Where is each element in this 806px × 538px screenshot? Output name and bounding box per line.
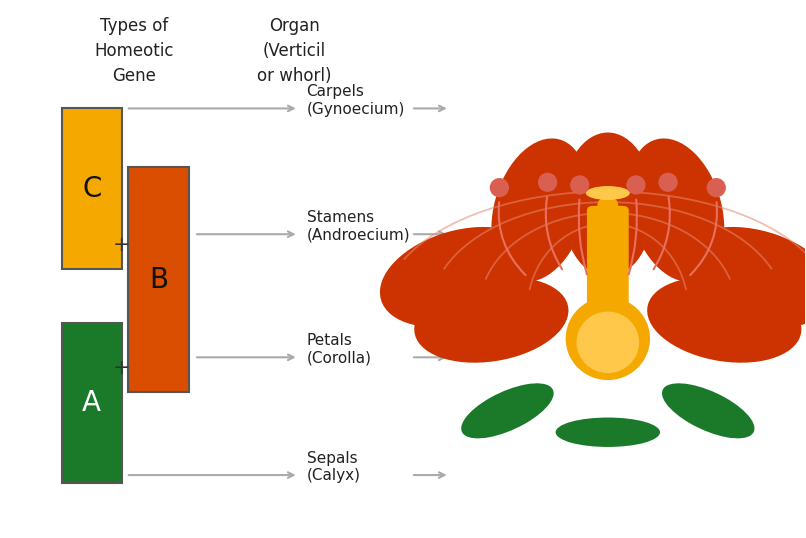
Text: C: C bbox=[82, 175, 102, 203]
Ellipse shape bbox=[576, 312, 639, 373]
Ellipse shape bbox=[555, 417, 660, 447]
Ellipse shape bbox=[659, 173, 678, 192]
Ellipse shape bbox=[490, 178, 509, 197]
Text: +: + bbox=[113, 358, 131, 378]
Text: +: + bbox=[113, 235, 131, 255]
Ellipse shape bbox=[492, 138, 588, 282]
Ellipse shape bbox=[414, 277, 568, 363]
Ellipse shape bbox=[662, 383, 754, 438]
Ellipse shape bbox=[597, 197, 618, 213]
Text: Organ
(Verticil
or whorl): Organ (Verticil or whorl) bbox=[257, 17, 332, 86]
FancyBboxPatch shape bbox=[61, 322, 122, 483]
FancyBboxPatch shape bbox=[61, 109, 122, 269]
Ellipse shape bbox=[461, 383, 554, 438]
Ellipse shape bbox=[626, 175, 646, 195]
Ellipse shape bbox=[628, 138, 725, 282]
Text: Petals
(Corolla): Petals (Corolla) bbox=[306, 333, 372, 365]
Text: Carpels
(Gynoecium): Carpels (Gynoecium) bbox=[306, 84, 405, 117]
Ellipse shape bbox=[566, 297, 650, 380]
Ellipse shape bbox=[380, 227, 538, 327]
FancyBboxPatch shape bbox=[128, 167, 189, 392]
Ellipse shape bbox=[538, 173, 557, 192]
FancyBboxPatch shape bbox=[587, 206, 629, 308]
Ellipse shape bbox=[677, 227, 806, 327]
Text: Stamens
(Androecium): Stamens (Androecium) bbox=[306, 210, 410, 243]
Ellipse shape bbox=[586, 186, 630, 200]
Ellipse shape bbox=[647, 277, 801, 363]
Text: A: A bbox=[82, 389, 102, 417]
Ellipse shape bbox=[562, 132, 654, 277]
Ellipse shape bbox=[570, 175, 589, 195]
Text: Sepals
(Calyx): Sepals (Calyx) bbox=[306, 451, 360, 483]
Ellipse shape bbox=[707, 178, 726, 197]
Text: B: B bbox=[149, 266, 168, 294]
Text: Types of
Homeotic
Gene: Types of Homeotic Gene bbox=[94, 17, 173, 86]
